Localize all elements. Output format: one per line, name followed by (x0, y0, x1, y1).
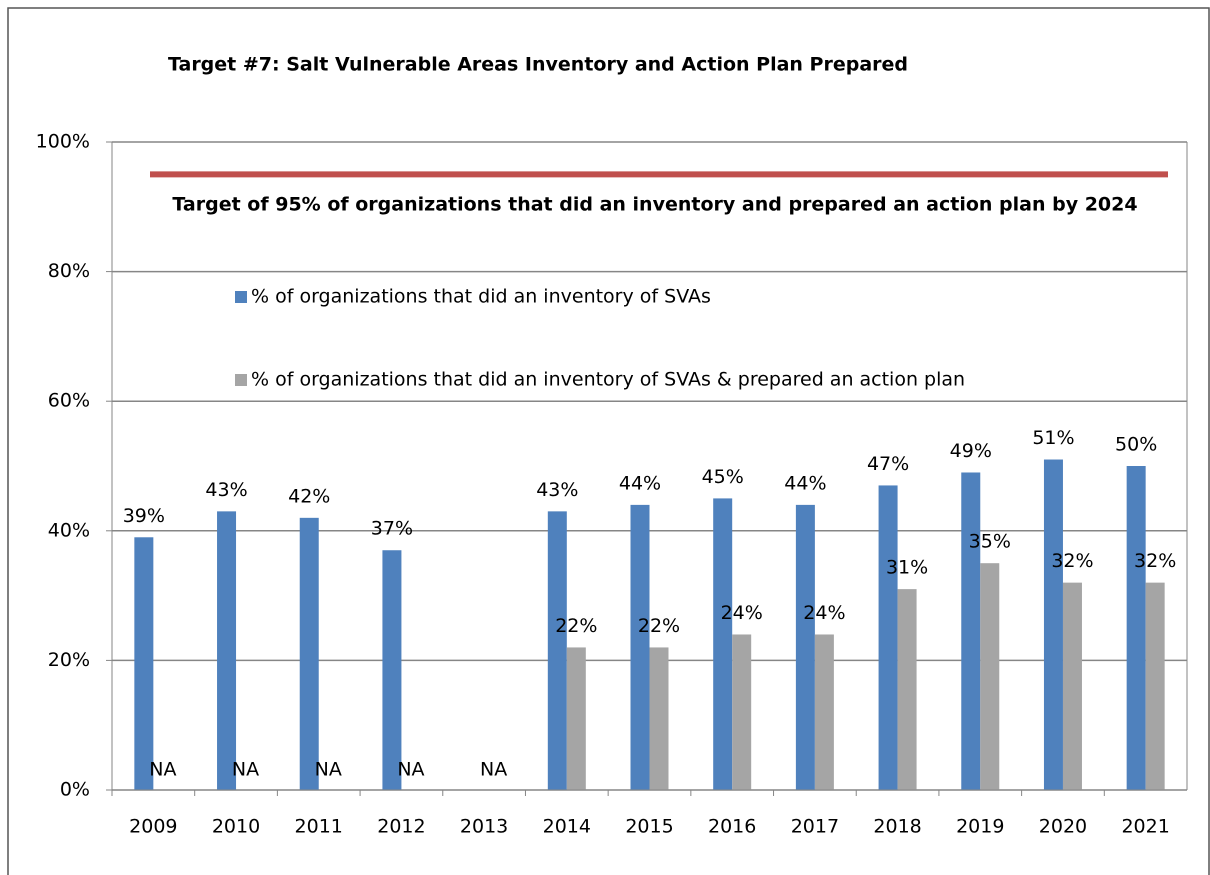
bar (1145, 582, 1165, 790)
y-tick-label: 100% (36, 131, 90, 153)
legend-swatch (235, 374, 247, 386)
x-tick-label: 2013 (460, 816, 508, 838)
bar (1062, 582, 1082, 790)
bar (980, 563, 1000, 790)
data-label: 50% (1115, 434, 1157, 456)
x-tick-label: 2016 (708, 816, 756, 838)
x-tick-label: 2019 (956, 816, 1004, 838)
data-label: 24% (803, 602, 845, 624)
chart-frame (7, 7, 1210, 875)
data-label: NA (232, 759, 259, 781)
x-tick-label: 2018 (873, 816, 921, 838)
data-label: 22% (638, 615, 680, 637)
bar (217, 511, 237, 790)
data-label: 51% (1032, 427, 1074, 449)
bar (630, 504, 650, 790)
bar (649, 647, 669, 790)
bar (961, 472, 981, 790)
legend-label: % of organizations that did an inventory… (251, 369, 965, 391)
target-label: Target of 95% of organizations that did … (172, 194, 1137, 216)
x-tick-label: 2017 (791, 816, 839, 838)
data-label: NA (397, 759, 424, 781)
y-tick-label: 0% (60, 779, 90, 801)
bar (566, 647, 586, 790)
data-label: 22% (555, 615, 597, 637)
data-label: 43% (205, 479, 247, 501)
x-tick-label: 2014 (543, 816, 591, 838)
bar (795, 504, 815, 790)
x-tick-label: 2020 (1039, 816, 1087, 838)
data-label: 24% (721, 602, 763, 624)
x-tick-label: 2012 (377, 816, 425, 838)
data-label: 42% (288, 485, 330, 507)
data-label: 32% (1051, 550, 1093, 572)
data-label: 32% (1134, 550, 1176, 572)
x-tick-label: 2009 (129, 816, 177, 838)
data-label: NA (315, 759, 342, 781)
data-label: 49% (950, 440, 992, 462)
bar (1043, 459, 1063, 790)
data-label: 43% (536, 479, 578, 501)
data-label: NA (480, 759, 507, 781)
data-label: 44% (784, 472, 826, 494)
y-tick-label: 80% (48, 260, 90, 282)
x-tick-label: 2010 (212, 816, 260, 838)
x-tick-label: 2011 (295, 816, 343, 838)
data-label: 44% (619, 472, 661, 494)
bar (732, 634, 752, 790)
bar (713, 498, 733, 790)
data-label: 35% (969, 531, 1011, 553)
bar (547, 511, 567, 790)
legend-label: % of organizations that did an inventory… (251, 286, 711, 308)
bar (897, 589, 917, 790)
bar (299, 517, 319, 790)
y-tick-label: 60% (48, 390, 90, 412)
bar (878, 485, 898, 790)
y-tick-label: 40% (48, 519, 90, 541)
data-label: 31% (886, 557, 928, 579)
data-label: 45% (702, 466, 744, 488)
data-label: 47% (867, 453, 909, 475)
y-tick-label: 20% (48, 649, 90, 671)
bar (382, 550, 402, 790)
data-label: NA (149, 759, 176, 781)
bar (134, 537, 154, 790)
chart-title: Target #7: Salt Vulnerable Areas Invento… (168, 54, 908, 76)
bar (1126, 466, 1146, 790)
data-label: 39% (123, 505, 165, 527)
bar (814, 634, 834, 790)
x-tick-label: 2021 (1121, 816, 1169, 838)
legend-swatch (235, 291, 247, 303)
data-label: 37% (371, 518, 413, 540)
x-tick-label: 2015 (625, 816, 673, 838)
